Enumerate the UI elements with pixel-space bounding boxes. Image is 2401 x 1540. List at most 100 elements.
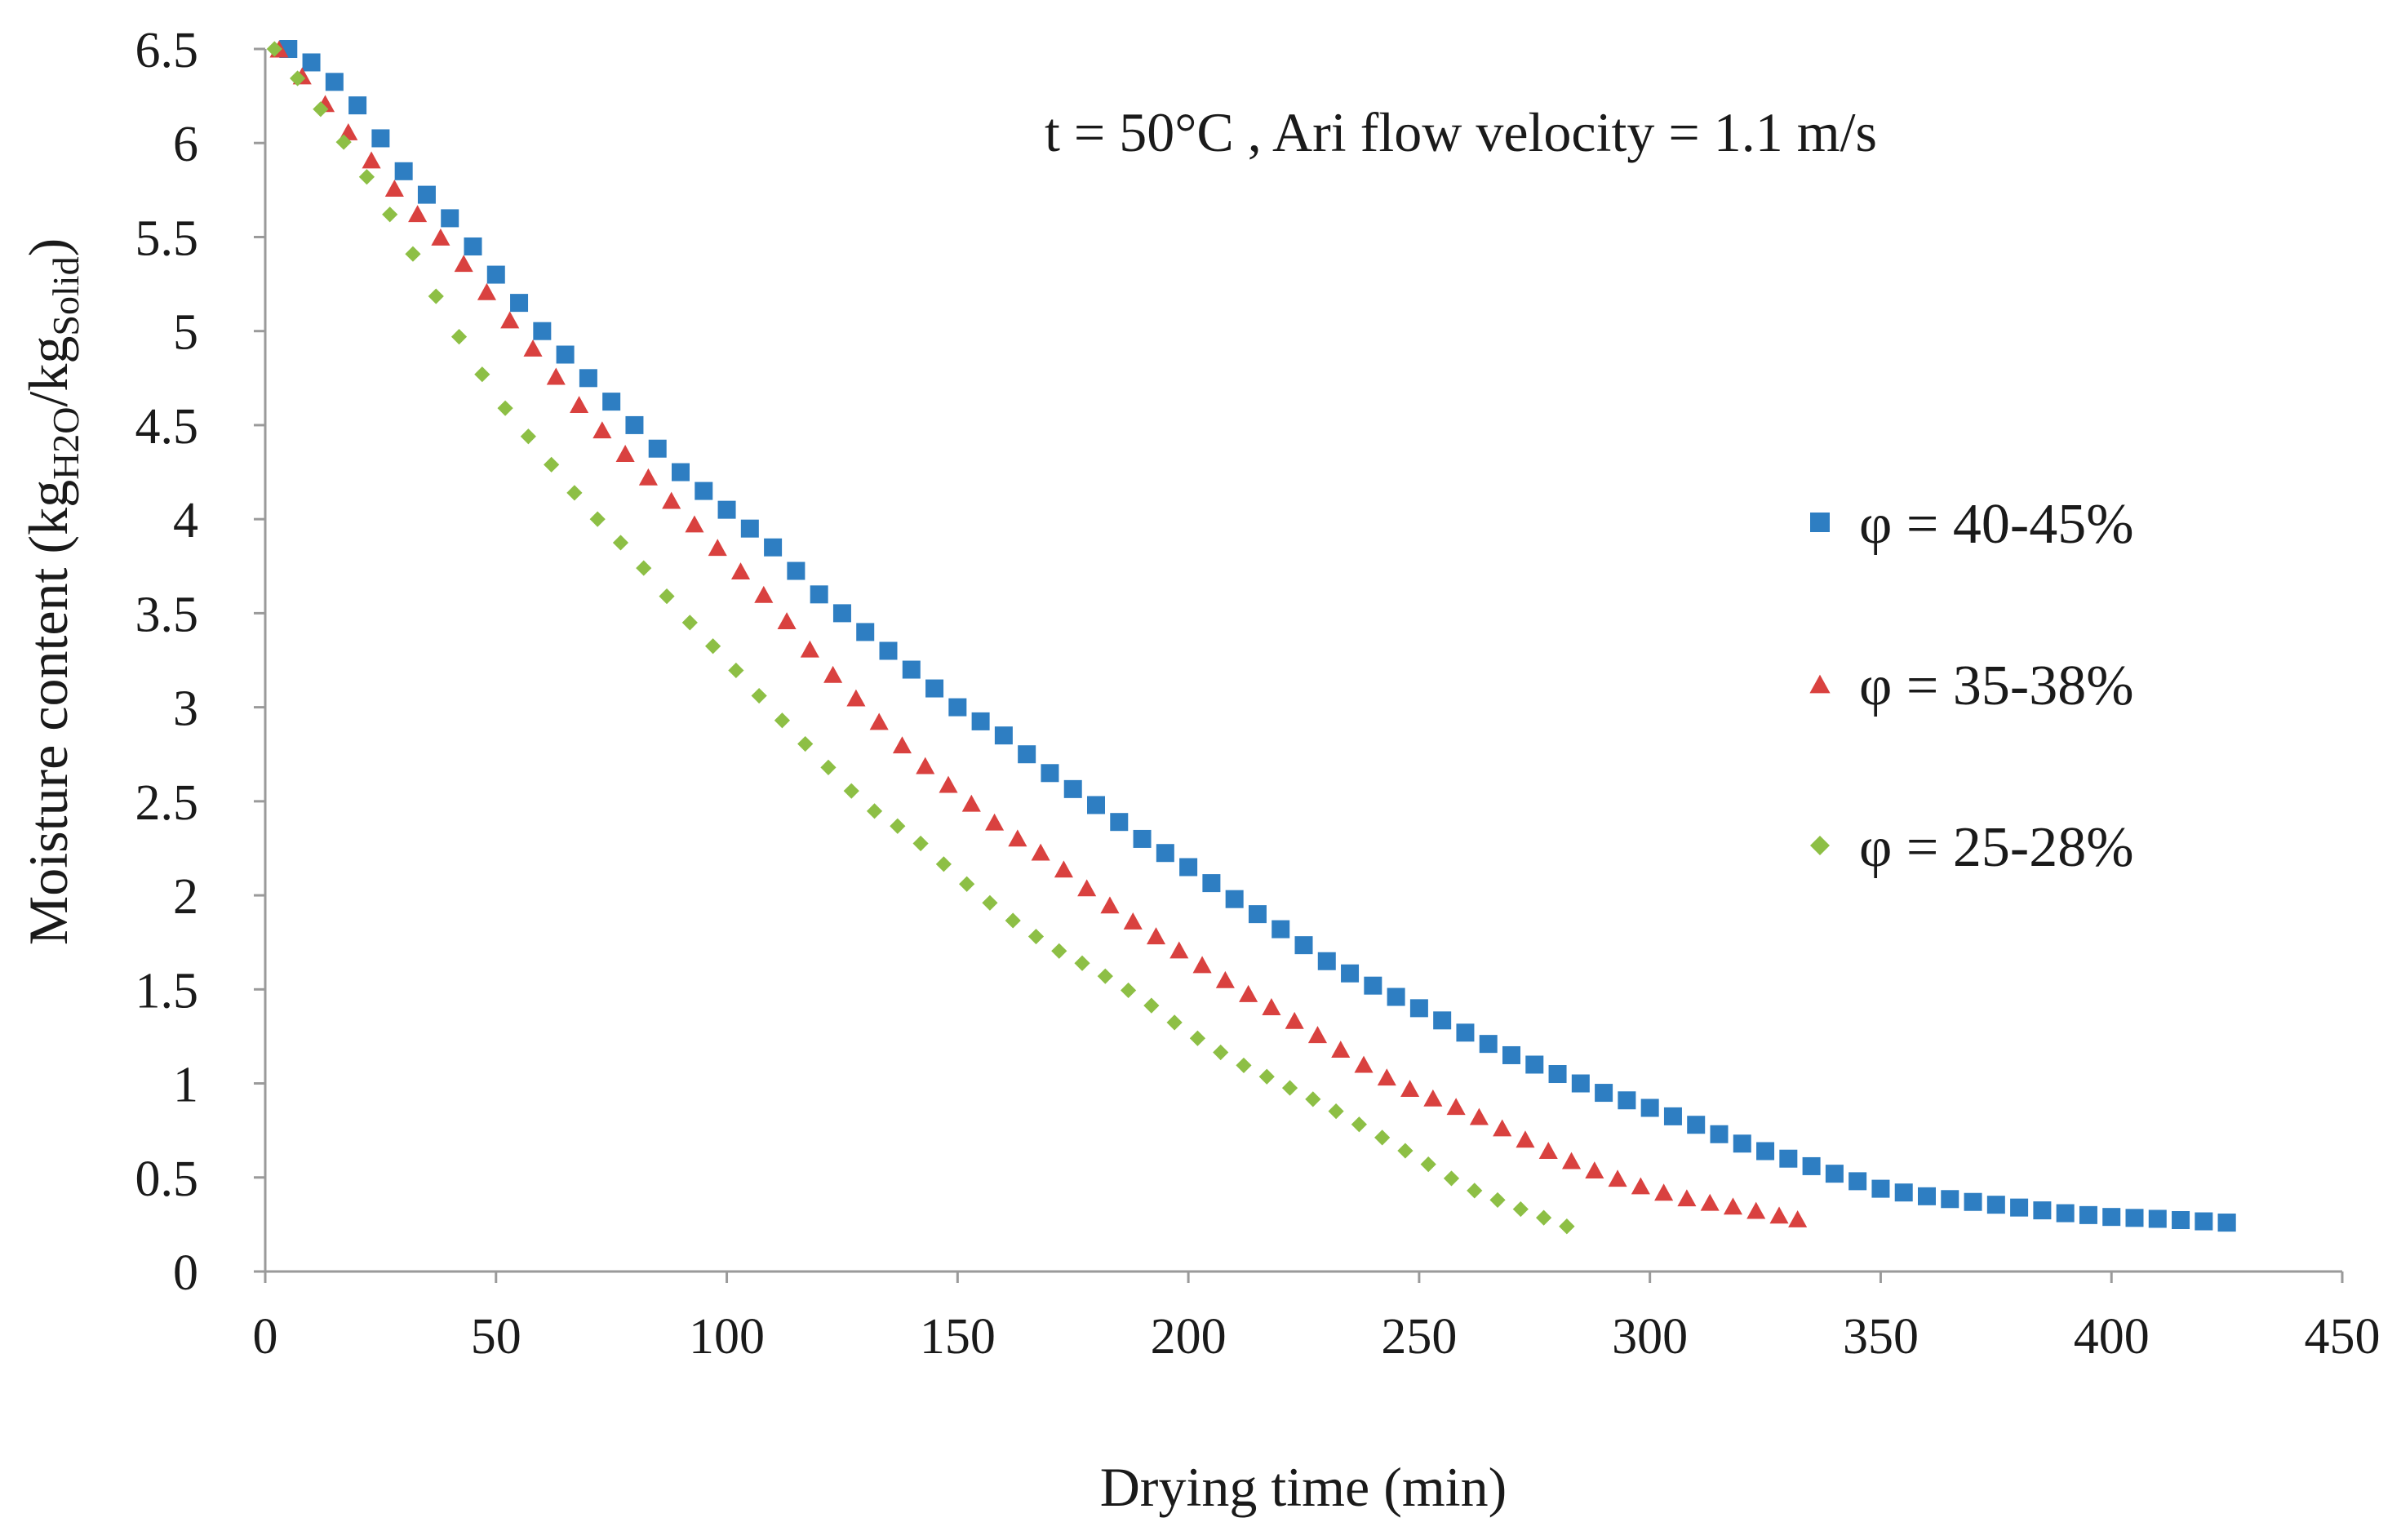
y-tick-label: 2.5 — [135, 775, 199, 831]
data-point — [1294, 936, 1313, 955]
data-point — [1608, 1169, 1627, 1187]
x-axis-title: Drying time (min) — [1100, 1456, 1507, 1518]
data-point — [681, 615, 698, 631]
data-point — [520, 428, 536, 445]
y-tick-label: 6.5 — [135, 23, 199, 78]
y-tick-label: 5 — [173, 305, 198, 361]
x-tick-label: 450 — [2305, 1309, 2381, 1365]
data-point — [408, 205, 428, 223]
data-point — [1305, 1091, 1321, 1107]
data-point — [625, 415, 644, 434]
data-point — [1493, 1119, 1512, 1137]
data-point — [1202, 874, 1221, 893]
data-point — [1005, 912, 1021, 929]
data-point — [1120, 982, 1137, 999]
data-point — [417, 185, 436, 204]
data-point — [1525, 1055, 1544, 1074]
data-point — [1423, 1089, 1443, 1107]
data-point — [704, 638, 721, 655]
y-tick-label: 2 — [173, 869, 198, 925]
data-point — [335, 134, 352, 150]
data-point — [1788, 1210, 1808, 1227]
data-point — [982, 894, 998, 911]
data-point — [431, 229, 450, 246]
y-tick-label: 4 — [173, 493, 198, 548]
data-point — [1420, 1156, 1436, 1173]
data-point — [1446, 1098, 1466, 1116]
data-point — [2033, 1201, 2052, 1220]
data-point — [2172, 1211, 2190, 1230]
y-tick-label: 6 — [173, 117, 198, 172]
data-point — [1100, 896, 1120, 914]
data-point — [1467, 1183, 1483, 1199]
y-tick-label: 5.5 — [135, 211, 199, 266]
x-tick-label: 250 — [1381, 1309, 1457, 1365]
series-1 — [279, 40, 2236, 1232]
data-point — [510, 294, 529, 313]
data-point — [570, 396, 589, 414]
data-point — [730, 562, 751, 579]
data-point — [717, 500, 736, 519]
data-point — [1213, 1044, 1229, 1061]
series-3 — [266, 41, 1575, 1235]
data-point — [1087, 796, 1105, 814]
y-tick-label: 0 — [173, 1245, 198, 1301]
data-point — [464, 237, 482, 255]
data-point — [556, 345, 575, 364]
data-point — [428, 288, 444, 304]
data-point — [800, 640, 819, 658]
x-tick-label: 200 — [1151, 1309, 1227, 1365]
data-point — [441, 209, 459, 228]
data-point — [1918, 1187, 1936, 1205]
data-point — [1374, 1129, 1391, 1146]
data-point — [1687, 1116, 1706, 1134]
data-point — [2056, 1204, 2075, 1223]
data-point — [902, 660, 921, 679]
y-axis-title-mid: /kg — [17, 336, 79, 407]
data-point — [1248, 905, 1267, 924]
data-point — [1328, 1103, 1344, 1120]
data-point — [2125, 1209, 2144, 1227]
data-point — [1377, 1068, 1396, 1086]
data-point — [1051, 943, 1067, 959]
data-point — [685, 515, 704, 533]
legend-label: φ = 40-45% — [1859, 493, 2134, 556]
data-point — [1236, 1057, 1252, 1074]
data-point — [1700, 1193, 1720, 1211]
data-point — [1769, 1206, 1789, 1224]
data-point — [939, 775, 958, 793]
data-point — [1663, 1107, 1682, 1125]
data-point — [1285, 1011, 1304, 1029]
data-point — [544, 456, 560, 473]
legend-label: φ = 25-28% — [1859, 816, 2134, 879]
data-point — [1258, 1068, 1275, 1085]
y-tick-label: 3.5 — [135, 587, 199, 642]
data-series — [266, 40, 2236, 1235]
data-point — [846, 689, 866, 707]
data-point — [672, 463, 690, 482]
x-tick-label: 400 — [2074, 1309, 2150, 1365]
data-point — [1225, 890, 1244, 908]
data-point — [662, 491, 681, 509]
y-tick-label: 1 — [173, 1058, 198, 1113]
data-point — [477, 282, 497, 300]
data-point — [1110, 813, 1129, 832]
data-point — [1631, 1177, 1650, 1195]
axes: 0 50 100 150 200 250 300 350 400 450 0 0.5 1 1.5 2 2.5 3… — [135, 23, 2381, 1365]
data-point — [382, 206, 398, 223]
data-point — [1123, 912, 1143, 930]
y-tick-label: 0.5 — [135, 1152, 199, 1207]
data-point — [1063, 779, 1082, 798]
data-point — [1779, 1149, 1798, 1168]
data-point — [2102, 1208, 2121, 1227]
data-point — [1189, 1030, 1206, 1046]
data-point — [810, 585, 828, 604]
data-point — [1516, 1130, 1535, 1148]
data-point — [648, 439, 667, 458]
y-tick-label: 1.5 — [135, 963, 199, 1019]
data-point — [728, 662, 744, 679]
y-axis-title: Moisture content (kgH2O/kgSolid) — [17, 238, 87, 946]
data-point — [1272, 920, 1290, 939]
data-point — [1677, 1189, 1697, 1207]
data-point — [751, 687, 767, 704]
